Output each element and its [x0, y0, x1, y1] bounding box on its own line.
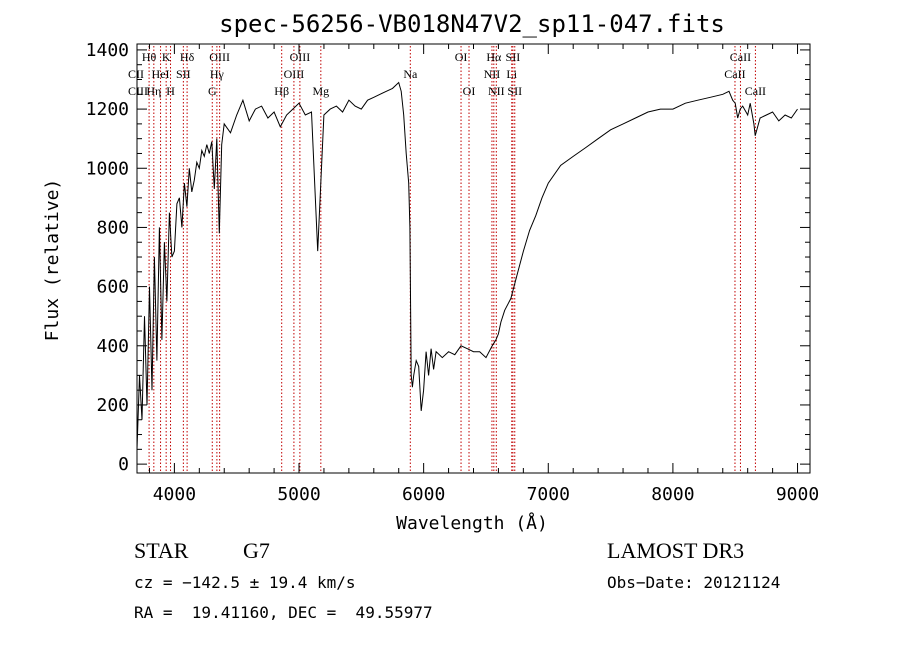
- survey-name: LAMOST DR3: [607, 538, 745, 563]
- x-tick-label: 6000: [402, 484, 445, 505]
- line-label-oiii: OIII: [209, 50, 230, 64]
- line-label-hα: Hα: [486, 50, 502, 64]
- y-tick-label: 600: [96, 277, 129, 298]
- line-label-mg: Mg: [312, 84, 329, 98]
- y-tick-label: 1200: [86, 99, 129, 120]
- line-label-k: K: [162, 50, 171, 64]
- line-label-hβ: Hβ: [274, 84, 289, 98]
- line-label-ciii: CIII: [128, 84, 148, 98]
- line-label-g: G: [208, 84, 217, 98]
- line-label-oiii: OIII: [284, 67, 305, 81]
- x-tick-label: 8000: [651, 484, 694, 505]
- spectral-line-markers: [148, 46, 756, 473]
- line-label-hδ: Hδ: [180, 50, 195, 64]
- line-label-h: H: [166, 84, 175, 98]
- line-label-oi: OI: [463, 84, 476, 98]
- y-tick-label: 200: [96, 395, 129, 416]
- line-label-nii: NII: [484, 67, 501, 81]
- line-label-hγ: Hγ: [210, 67, 225, 81]
- plot-frame: [136, 43, 811, 474]
- y-tick-label: 800: [96, 217, 129, 238]
- x-tick-label: 7000: [527, 484, 570, 505]
- y-tick-label: 1000: [86, 158, 129, 179]
- line-label-sii: SII: [176, 67, 191, 81]
- object-class: STAR: [134, 538, 189, 563]
- line-label-caii: CaII: [745, 84, 766, 98]
- line-label-oiii: OIII: [290, 50, 311, 64]
- line-label-na: Na: [403, 67, 418, 81]
- line-label-hθ: Hθ: [142, 50, 157, 64]
- object-subclass: G7: [243, 538, 270, 563]
- x-tick-label: 5000: [277, 484, 320, 505]
- y-axis-label: Flux (relative): [42, 179, 63, 342]
- line-label-nii: NII: [488, 84, 505, 98]
- line-label-oi: OI: [455, 50, 468, 64]
- line-label-caii: CaII: [724, 67, 745, 81]
- x-axis-label: Wavelength (Å): [396, 512, 548, 534]
- y-tick-label: 0: [118, 454, 129, 475]
- line-label-caii: CaII: [730, 50, 751, 64]
- chart-title: spec-56256-VB018N47V2_sp11-047.fits: [219, 10, 725, 38]
- line-label-sii: SII: [507, 84, 522, 98]
- spectral-line-labels: HθHηHeIKHSIIHδGHγOIIIHβOIIIOIIIMgNaOIOIN…: [128, 50, 766, 98]
- x-tick-label: 4000: [153, 484, 196, 505]
- observation-date: Obs−Date: 20121124: [607, 573, 781, 592]
- spectrum-line: [136, 81, 798, 450]
- line-label-hei: HeI: [152, 67, 170, 81]
- x-tick-label: 9000: [776, 484, 819, 505]
- y-tick-label: 400: [96, 336, 129, 357]
- line-label-cii: CII: [128, 67, 144, 81]
- y-tick-label: 1400: [86, 40, 129, 61]
- coordinates: RA = 19.41160, DEC = 49.55977: [134, 603, 433, 622]
- line-label-li: Li: [506, 67, 517, 81]
- redshift-velocity: cz = −142.5 ± 19.4 km/s: [134, 573, 356, 592]
- line-label-hη: Hη: [146, 84, 161, 98]
- line-label-sii: SII: [506, 50, 521, 64]
- axis-ticks: 4000 5000 6000 7000 8000 9000 0 200 400 600 800 100…: [86, 40, 820, 505]
